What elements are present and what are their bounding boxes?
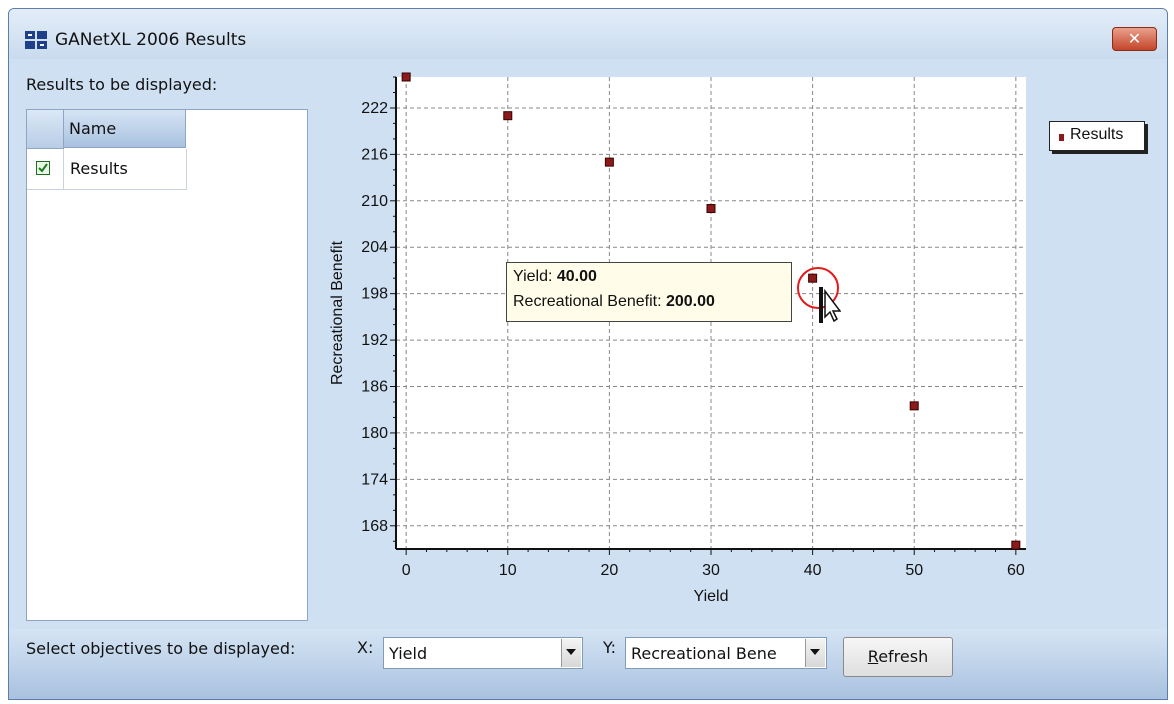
x-tick-label: 50: [905, 562, 923, 579]
title-bar[interactable]: GANetXL 2006 Results ✕: [9, 9, 1167, 59]
mouse-cursor-icon: [819, 287, 841, 323]
chevron-down-icon[interactable]: [805, 639, 825, 667]
tooltip-x-line: Yield: 40.00: [513, 268, 597, 286]
data-point: [909, 401, 919, 411]
chart-legend: Results: [1049, 121, 1145, 151]
y-tick-label: 186: [361, 379, 388, 396]
refresh-label: Refresh: [867, 647, 929, 666]
x-tick-label: 60: [1007, 562, 1025, 579]
bottom-toolbar: [9, 629, 1167, 699]
y-tick-label: 192: [361, 332, 388, 349]
point-tooltip: Yield: 40.00 Recreational Benefit: 200.0…: [506, 262, 792, 322]
y-objective-value: Recreational Bene: [631, 644, 777, 663]
x-tick-label: 0: [402, 562, 411, 579]
x-axis-title: Yield: [694, 588, 729, 605]
y-tick-label: 174: [361, 471, 388, 488]
y-axis-select-label: Y:: [603, 638, 617, 657]
x-objective-value: Yield: [389, 644, 428, 663]
y-tick-label: 210: [361, 193, 388, 210]
app-icon: [25, 31, 47, 49]
x-tick-label: 30: [702, 562, 720, 579]
legend-marker: [1059, 134, 1064, 141]
chevron-down-icon[interactable]: [561, 639, 581, 667]
tooltip-x-value: 40.00: [556, 268, 597, 285]
x-tick-label: 40: [804, 562, 822, 579]
tooltip-y-value: 200.00: [665, 293, 715, 310]
x-tick-label: 20: [600, 562, 618, 579]
y-tick-label: 180: [361, 425, 388, 442]
data-point: [1011, 540, 1021, 550]
tooltip-y-label: Recreational Benefit:: [513, 293, 666, 310]
y-tick-label: 216: [361, 146, 388, 163]
y-tick-label: 198: [361, 286, 388, 303]
results-list: Name Results: [26, 109, 308, 621]
y-objective-select[interactable]: Recreational Bene: [625, 637, 827, 669]
grid-header-name[interactable]: Name: [64, 110, 186, 148]
legend-label: Results: [1070, 126, 1124, 143]
tooltip-x-label: Yield:: [513, 268, 557, 285]
result-checkbox[interactable]: [36, 161, 50, 175]
results-label: Results to be displayed:: [26, 75, 218, 94]
data-point: [503, 111, 513, 121]
data-point: [706, 204, 716, 214]
close-icon: ✕: [1127, 29, 1142, 48]
row-divider: [63, 149, 64, 189]
row-divider: [186, 149, 187, 189]
grid-header-corner: [27, 110, 64, 149]
scatter-chart: 0 10 20 30 40 50 60 168 174 180 186 192 198 204 210 216…: [329, 72, 1026, 605]
select-objectives-label: Select objectives to be displayed:: [26, 639, 296, 658]
tooltip-y-line: Recreational Benefit: 200.00: [513, 293, 715, 311]
result-row[interactable]: Results: [27, 149, 187, 190]
close-button[interactable]: ✕: [1112, 27, 1157, 51]
y-tick-label: 168: [361, 518, 388, 535]
data-point: [604, 157, 614, 167]
y-tick-label: 204: [361, 239, 388, 256]
highlight-circle: [797, 267, 839, 309]
x-axis-select-label: X:: [357, 638, 374, 657]
result-name: Results: [70, 159, 128, 178]
x-tick-label: 10: [499, 562, 517, 579]
results-window: GANetXL 2006 Results ✕ Results to be dis…: [8, 8, 1168, 700]
window-title: GANetXL 2006 Results: [55, 30, 247, 50]
x-objective-select[interactable]: Yield: [383, 637, 583, 669]
data-point: [401, 72, 411, 82]
y-axis-title: Recreational Benefit: [329, 240, 346, 385]
y-tick-label: 222: [361, 100, 388, 117]
refresh-button[interactable]: Refresh: [843, 637, 953, 677]
